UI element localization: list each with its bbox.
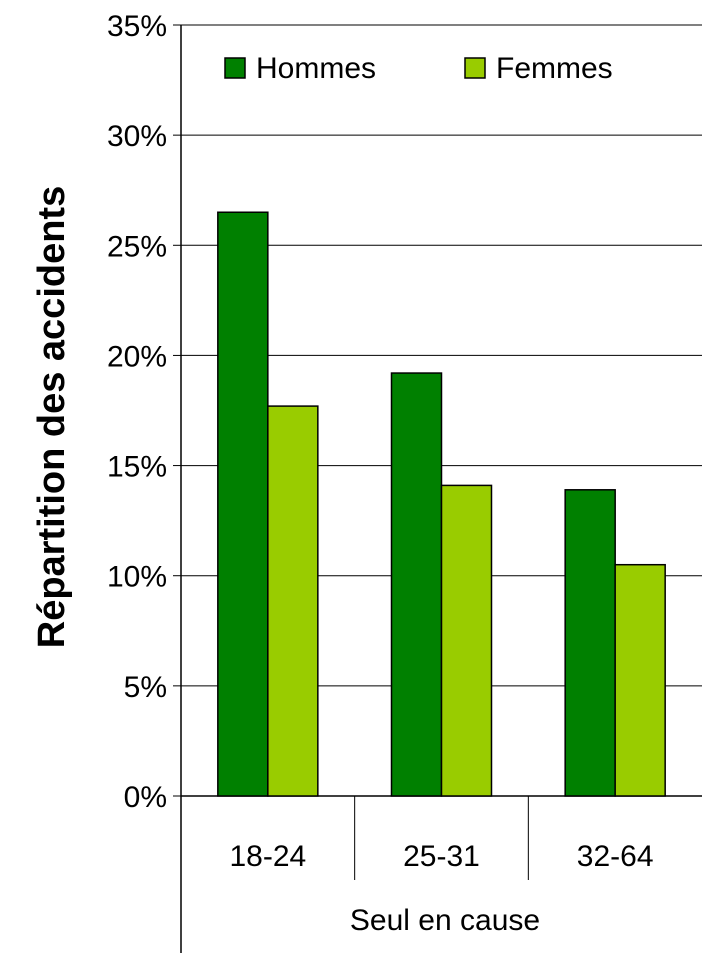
x-category-label: 32-64 bbox=[577, 840, 654, 873]
y-tick-label: 20% bbox=[107, 340, 167, 373]
y-tick-label: 35% bbox=[107, 10, 167, 43]
y-tick-label: 25% bbox=[107, 230, 167, 263]
legend-swatch-femmes bbox=[464, 57, 486, 79]
y-tick-label: 30% bbox=[107, 120, 167, 153]
legend-label-hommes: Hommes bbox=[256, 52, 376, 85]
y-tick-labels: 0% 5% 10% 15% 20% 25% 30% 35% bbox=[107, 10, 167, 814]
x-group-label: Seul en cause bbox=[350, 904, 540, 937]
bar-femmes-18-24 bbox=[267, 405, 319, 797]
y-tick-label: 15% bbox=[107, 451, 167, 484]
x-category-label: 25-31 bbox=[403, 840, 480, 873]
y-axis-label: Répartition des accidents bbox=[31, 186, 73, 648]
bar-femmes-32-64 bbox=[614, 563, 666, 797]
y-tick-label: 5% bbox=[124, 671, 167, 704]
x-category-label: 18-24 bbox=[229, 840, 306, 873]
legend-swatch-hommes bbox=[224, 57, 246, 79]
bar-femmes-25-31 bbox=[440, 484, 493, 797]
bar-hommes-18-24 bbox=[217, 211, 269, 797]
y-tick-label: 10% bbox=[107, 561, 167, 594]
y-tick-label: 0% bbox=[124, 781, 167, 814]
legend-label-femmes: Femmes bbox=[496, 52, 613, 85]
bar-hommes-32-64 bbox=[564, 489, 616, 797]
bars bbox=[217, 211, 666, 797]
legend: Hommes Femmes bbox=[224, 52, 613, 85]
x-category-labels: 18-24 25-31 32-64 bbox=[229, 840, 653, 873]
bar-hommes-25-31 bbox=[390, 372, 443, 797]
